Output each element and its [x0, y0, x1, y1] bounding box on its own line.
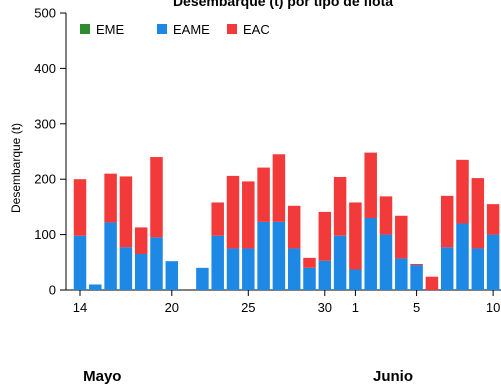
bar-eac	[333, 176, 347, 236]
y-tick-label: 0	[49, 283, 56, 298]
bar-eame	[364, 217, 377, 290]
month-labels: Mayo Junio	[83, 368, 413, 385]
x-tick-label: 20	[165, 300, 179, 315]
bar-eac	[410, 263, 423, 266]
bar-eac	[119, 176, 133, 248]
bar-eac	[73, 179, 87, 236]
x-tick-label: 25	[241, 300, 255, 315]
bar-eac	[287, 205, 301, 249]
bar-eac	[134, 227, 148, 254]
y-tick-label: 400	[34, 61, 56, 76]
x-ticks: 14 20 25 30 1 5 10	[73, 290, 500, 315]
bar-eame	[287, 248, 301, 290]
legend-label-eame: EAME	[173, 22, 210, 37]
bar-eame	[395, 258, 408, 290]
bar-eac	[104, 173, 117, 223]
bar-eac	[303, 257, 316, 268]
bar-eac	[395, 215, 408, 259]
legend-swatch-eame	[157, 24, 167, 34]
bar-eame	[471, 248, 485, 290]
bar-eame	[318, 260, 332, 290]
bar-eame	[196, 267, 209, 290]
x-tick-label: 30	[318, 300, 332, 315]
bar-eame	[486, 234, 500, 290]
month-label: Junio	[373, 368, 413, 385]
bar-eame	[119, 247, 133, 290]
bar-eame	[349, 269, 362, 290]
bar-eac	[471, 178, 485, 249]
legend-label-eac: EAC	[243, 22, 270, 37]
x-tick-label: 1	[352, 300, 359, 315]
bar-eame	[272, 221, 286, 290]
y-tick-label: 200	[34, 172, 56, 187]
bar-eac	[349, 202, 362, 270]
bar-eac	[364, 152, 377, 218]
bar-eame	[226, 248, 240, 290]
bar-eame	[303, 267, 316, 290]
bar-eame	[150, 237, 163, 290]
chart-title: Desembarque (t) por tipo de flota	[173, 0, 393, 9]
x-tick-label: 14	[73, 300, 87, 315]
bar-eac	[425, 276, 439, 290]
bar-eame	[379, 234, 393, 290]
bar-eame	[104, 222, 117, 290]
bars	[73, 152, 500, 290]
bar-eac	[211, 202, 224, 236]
y-ticks: 0 100 200 300 400 500	[34, 6, 66, 298]
bar-eame	[456, 223, 469, 290]
bar-eac	[226, 175, 240, 249]
bar-eac	[272, 154, 286, 222]
bar-eame	[333, 235, 347, 290]
bar-eame	[89, 284, 102, 290]
bar-eac	[242, 181, 255, 249]
bar-eame	[211, 235, 224, 290]
bar-eac	[379, 196, 393, 235]
x-tick-label: 5	[413, 300, 420, 315]
bar-eame	[165, 261, 179, 290]
bar-eac	[257, 167, 270, 222]
bar-eame	[73, 235, 87, 290]
month-label: Mayo	[83, 368, 121, 385]
y-tick-label: 300	[34, 116, 56, 131]
bar-eac	[318, 211, 332, 261]
x-tick-label: 10	[486, 300, 500, 315]
y-tick-label: 500	[34, 6, 56, 21]
legend-swatch-eme	[80, 24, 90, 34]
bar-eame	[440, 247, 454, 290]
y-tick-label: 100	[34, 227, 56, 242]
bar-eac	[456, 159, 469, 224]
bar-eac	[150, 157, 163, 238]
bar-eame	[257, 221, 270, 290]
bar-eame	[410, 265, 423, 290]
legend: EME EAME EAC	[80, 22, 270, 37]
legend-swatch-eac	[227, 24, 237, 34]
bar-eac	[486, 204, 500, 235]
bar-eame	[134, 253, 148, 290]
bar-eac	[440, 195, 454, 248]
legend-label-eme: EME	[96, 22, 125, 37]
bar-eame	[242, 248, 255, 290]
y-axis-label: Desembarque (t)	[9, 123, 23, 213]
